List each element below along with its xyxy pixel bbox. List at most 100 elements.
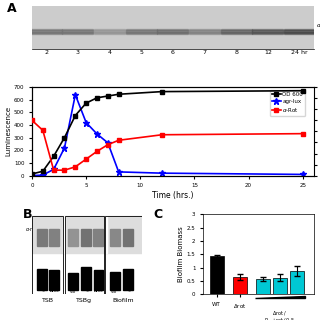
Bar [221,29,252,30]
Bar [189,32,220,33]
Bar [49,270,59,290]
$\alpha$-Rot [73,165,77,169]
agr-lux [52,167,56,171]
Line: $\alpha$-Rot: $\alpha$-Rot [30,118,305,172]
Bar [62,32,93,33]
$\alpha$-Rot [117,138,121,142]
$\alpha$-Rot [301,132,305,136]
Bar [32,216,142,253]
$\alpha$-Rot [84,157,88,161]
agr-lux [41,173,45,177]
agr-lux [106,141,110,145]
Bar [94,29,125,30]
Bar [221,33,252,34]
Bar [126,33,156,34]
Line: OD 600: OD 600 [30,89,305,176]
Bar [94,30,125,32]
Text: $\Delta$rot: $\Delta$rot [93,287,104,293]
Bar [31,33,61,34]
Bar [63,216,65,253]
Text: C: C [154,208,163,221]
Bar [157,29,188,30]
Bar [62,33,93,34]
$\alpha$-Rot [30,118,34,122]
Bar [256,279,270,294]
Bar [126,29,156,30]
OD 600 [160,90,164,93]
Text: $\Delta$rot /: $\Delta$rot / [272,309,288,317]
Bar [233,277,247,294]
$\alpha$-Rot [41,128,45,132]
agr-lux [301,172,305,176]
Bar [81,229,91,246]
Bar [31,32,61,33]
Bar [252,32,283,33]
OD 600 [30,172,34,176]
agr-lux [160,171,164,175]
OD 600 [52,154,56,158]
OD 600 [63,136,67,140]
Bar [126,32,156,33]
Bar [273,277,287,294]
agr-lux [95,132,99,136]
Bar [81,268,91,290]
$\alpha$-Rot [63,168,67,172]
Bar [31,30,61,32]
Bar [94,32,125,33]
Bar [157,30,188,32]
agr-lux [73,93,77,97]
Bar [290,271,304,294]
$\alpha$-Rot [106,143,110,147]
Bar [37,229,47,246]
OD 600 [41,169,45,173]
Bar [110,272,119,290]
Line: agr-lux: agr-lux [28,91,306,179]
Bar [32,216,63,294]
Bar [68,273,77,290]
Legend: OD 600, agr-lux, $\alpha$-Rot: OD 600, agr-lux, $\alpha$-Rot [270,90,305,116]
X-axis label: Time (hrs.): Time (hrs.) [152,191,194,200]
Bar [284,33,315,34]
Bar [31,29,61,30]
Bar [189,30,220,32]
agr-lux [117,170,121,174]
Bar [284,32,315,33]
OD 600 [73,114,77,117]
Bar [62,29,93,30]
Bar [210,257,224,294]
Y-axis label: Luminescence: Luminescence [5,106,11,156]
Bar [252,29,283,30]
Bar [157,33,188,34]
Bar [157,32,188,33]
Text: $\Delta$rot: $\Delta$rot [49,287,60,293]
$\alpha$-Rot [160,133,164,137]
Bar [123,229,133,246]
agr-lux [30,174,34,178]
Bar [94,33,125,34]
Bar [284,29,315,30]
Y-axis label: Biofilm Biomass: Biofilm Biomass [178,227,184,282]
Bar [49,229,59,246]
Bar [124,269,133,290]
OD 600 [117,92,121,96]
Bar [93,270,103,290]
agr-lux [63,146,67,150]
Text: $\alpha$-r: $\alpha$-r [25,225,35,233]
Text: WT: WT [111,290,118,293]
OD 600 [84,101,88,105]
Bar [105,216,142,294]
Bar [126,30,156,32]
Text: $\Delta$agr: $\Delta$agr [36,285,48,293]
Bar [110,229,120,246]
Text: TSBg: TSBg [76,298,92,303]
Bar [65,216,104,294]
Bar [62,30,93,32]
Polygon shape [255,296,305,299]
Bar [221,30,252,32]
Bar [105,216,107,253]
Text: WT: WT [69,290,76,293]
OD 600 [106,94,110,98]
OD 600 [95,96,99,100]
agr-lux [84,121,88,124]
Bar [252,33,283,34]
